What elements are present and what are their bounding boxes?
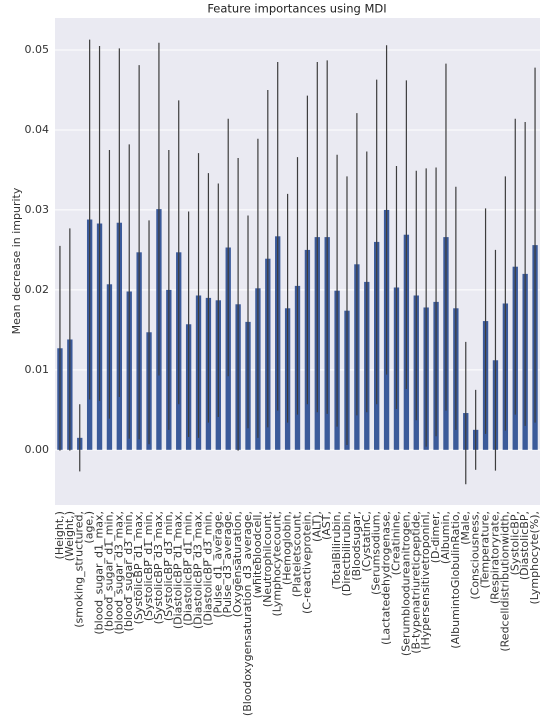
y-tick-label: 0.02 [25, 283, 50, 296]
x-tick-label: (D-dimer, [429, 511, 442, 563]
x-tick-label: (age,) [83, 511, 96, 544]
x-tick-label: (Consciousness, [469, 511, 482, 600]
x-tick-label: (Height,) [53, 511, 66, 559]
x-tick-label: (SystolicBP_d3_min, [162, 511, 175, 621]
x-tick-label: (Redcelldistributionwidth, [498, 511, 511, 652]
x-tick-label: (Albumin, [439, 511, 452, 564]
x-tick-label: (Weight,) [63, 511, 76, 561]
x-tick-label: (blood_sugar_d3_min, [122, 511, 135, 631]
x-tick-label: (ALT), [310, 511, 323, 542]
y-tick-label: 0.05 [25, 43, 50, 56]
x-tick-label: (C-reactiveprotein, [300, 511, 313, 614]
x-tick-label: (SystolicBP, [508, 511, 521, 575]
x-tick-label: (B-typenatriureticpeptide, [409, 511, 422, 654]
x-tick-label: (DiastolicBP_d1_max, [172, 511, 185, 629]
chart-title: Feature importances using MDI [207, 2, 386, 16]
x-tick-label: (CystatinC, [360, 511, 373, 572]
x-tick-label: (DiastolicBP, [518, 511, 531, 580]
x-tick-label: (Directbilirubin, [340, 511, 353, 596]
x-tick-label: (Hemoglobin, [281, 511, 294, 585]
x-tick-label: (Lymphocytecount, [271, 511, 284, 617]
x-tick-label: (AST, [320, 511, 333, 540]
x-tick-label: (Temperature, [479, 511, 492, 588]
x-tick-label: (Pulse_d3_average, [221, 511, 234, 618]
x-tick-label: (SystolicBP_d1_max, [132, 511, 145, 624]
x-tick-label: (AlbumintoGlobulinRatio, [449, 511, 462, 649]
x-tick-label: (Bloodsugar, [350, 511, 363, 581]
x-tick-label: (blood_sugar_d1_min, [102, 511, 115, 631]
y-tick-label: 0.03 [25, 203, 50, 216]
x-tick-label: (Creatinine, [389, 511, 402, 575]
x-tick-label: (Plateletscount, [291, 511, 304, 597]
x-tick-label: (Lymphocyte(%), [528, 511, 541, 605]
y-tick-label: 0.04 [25, 123, 50, 136]
x-tick-label: (TotalBilirubin, [330, 511, 343, 590]
x-tick-label: (DiastolicBP_d1_min, [182, 511, 195, 626]
x-tick-label: (Pulse_d1_average, [211, 511, 224, 618]
x-tick-label: (whitebloodcell, [251, 511, 264, 598]
y-tick-label: 0.00 [25, 443, 50, 456]
x-tick-label: (Male, [459, 511, 472, 545]
x-tick-label: (SystolicBP_d3_max, [152, 511, 165, 624]
x-tick-label: (SystolicBP_d1_min, [142, 511, 155, 621]
x-tick-label: (Lactatedehydrogenase, [380, 511, 393, 645]
x-tick-label: (blood_sugar_d3_max, [112, 511, 125, 635]
x-tick-label: (blood_sugar_d1_max, [93, 511, 106, 635]
y-tick-label: 0.01 [25, 363, 50, 376]
x-tick-label: (Serumsodium, [370, 511, 383, 595]
y-axis-label: Mean decrease in impurity [10, 187, 23, 334]
x-tick-label: (Hypersensitivetroponinl, [419, 511, 432, 650]
x-tick-label: (Serumbloodureanitrogen, [399, 511, 412, 656]
x-tick-label: (Neutrophilcount, [261, 511, 274, 607]
x-tick-label: (Bloodoxygensaturation_d3_average, [241, 511, 254, 716]
x-tick-label: (DiastolicBP_d3_max, [192, 511, 205, 629]
x-tick-label: (DiastolicBP_d3_min, [201, 511, 214, 626]
x-tick-label: (Oxygensaturation, [231, 511, 244, 617]
x-tick-label: (smoking_structured, [73, 511, 86, 628]
x-tick-label: (Respiratoryrate, [488, 511, 501, 604]
